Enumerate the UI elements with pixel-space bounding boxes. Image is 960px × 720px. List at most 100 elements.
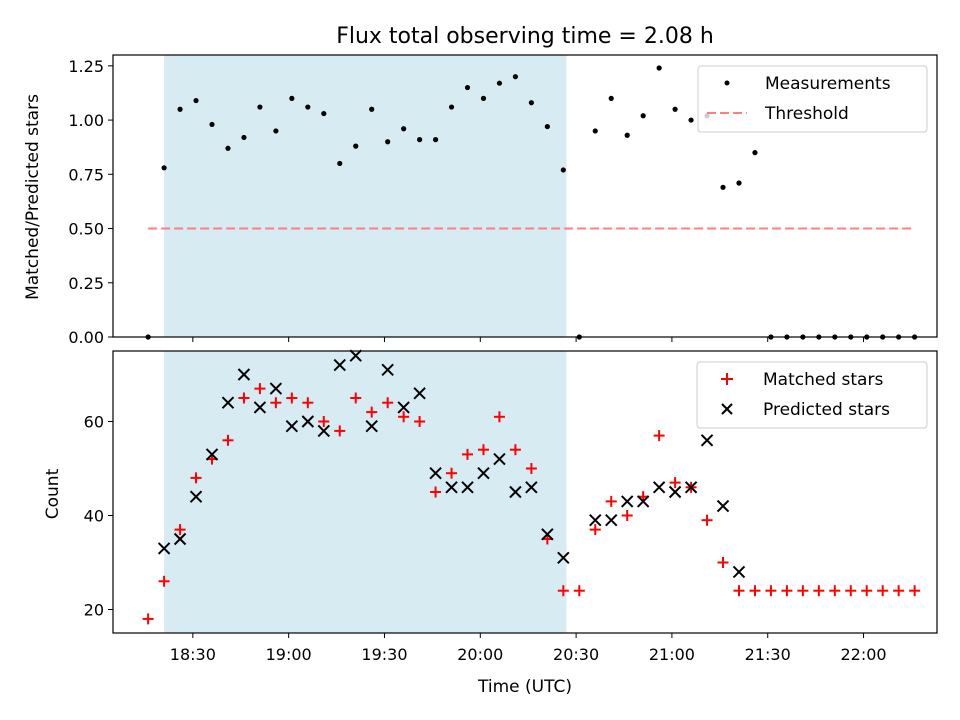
x-tick-label: 19:00	[266, 645, 312, 664]
matched-star-point	[334, 425, 346, 437]
measurement-point	[624, 132, 630, 138]
predicted-star-point	[221, 396, 235, 409]
predicted-star-point	[237, 368, 251, 381]
y-tick-label: 1.25	[68, 57, 104, 76]
predicted-star-point	[716, 499, 730, 513]
matched-star-point	[813, 585, 825, 597]
predicted-star-point	[397, 401, 410, 414]
bottom-panel: 20 40 60 18:30 19:00 19:30 20:00 20:30 21:00 21:3…	[84, 349, 938, 664]
predicted-star-point	[285, 419, 299, 433]
predicted-star-point	[189, 490, 203, 503]
measurement-point	[480, 95, 487, 101]
predicted-star-point	[461, 481, 474, 494]
measurement-point	[640, 113, 646, 119]
matched-star-point	[477, 444, 489, 456]
matched-star-point	[765, 585, 777, 597]
y-tick-label: 0.75	[68, 165, 104, 184]
x-tick-label: 18:30	[170, 645, 216, 664]
matched-star-point	[318, 416, 330, 427]
predicted-star-point	[525, 481, 538, 494]
predicted-star-point	[652, 481, 666, 494]
measurement-point	[353, 143, 359, 149]
measurement-point	[544, 123, 550, 130]
measurement-point	[241, 134, 247, 141]
matched-star-point	[653, 430, 665, 442]
legend-label-matched: Matched stars	[763, 370, 883, 390]
predicted-star-point	[349, 349, 362, 362]
predicted-star-point	[732, 565, 746, 579]
measurement-point	[401, 126, 407, 132]
measurement-point	[592, 128, 598, 134]
predicted-star-point	[589, 513, 602, 527]
bottom-ylabel: Count	[43, 468, 63, 519]
predicted-star-point	[509, 485, 522, 499]
legend-marker-matched	[721, 373, 733, 385]
matched-star-point	[350, 392, 362, 404]
measurement-point	[369, 106, 375, 112]
bottom-xlabel: Time (UTC)	[477, 677, 572, 697]
measurement-point	[161, 165, 167, 171]
predicted-star-point	[636, 495, 650, 508]
matched-star-point	[222, 434, 234, 446]
bottom-legend: Matched stars Predicted stars	[696, 361, 928, 429]
measurement-point	[273, 128, 279, 134]
matched-star-point	[909, 585, 921, 597]
predicted-star-point	[557, 551, 570, 565]
matched-star-point	[605, 495, 617, 507]
measurement-point	[560, 167, 566, 173]
measurement-point	[448, 104, 455, 110]
matched-star-point	[557, 585, 569, 597]
predicted-star-point	[445, 481, 458, 494]
measurement-point	[305, 104, 311, 110]
measurement-point	[720, 184, 726, 190]
predicted-star-point	[684, 481, 698, 494]
predicted-star-point	[605, 513, 618, 527]
measurement-point	[656, 65, 662, 71]
matched-star-point	[493, 411, 505, 423]
predicted-star-point	[253, 401, 267, 414]
predicted-star-point	[700, 434, 714, 447]
measurement-point	[496, 80, 503, 86]
matched-star-point	[861, 585, 873, 597]
plot-frame	[112, 54, 938, 338]
matched-star-point	[509, 444, 521, 456]
matched-star-point	[525, 463, 537, 474]
matched-star-point	[781, 585, 793, 597]
observing-interval-band	[164, 351, 567, 633]
matched-star-point	[621, 510, 633, 521]
top-legend-box	[697, 65, 928, 133]
predicted-star-point	[381, 363, 394, 377]
measurement-point	[193, 97, 199, 104]
x-tick-label: 21:00	[649, 645, 695, 664]
matched-star-point	[398, 411, 410, 423]
measurement-point	[417, 137, 423, 143]
matched-star-point	[446, 467, 458, 479]
measurement-point	[177, 106, 183, 112]
measurement-point	[688, 117, 694, 123]
predicted-star-point	[157, 542, 171, 555]
measurement-point	[209, 121, 215, 128]
matched-star-point	[589, 524, 601, 536]
matched-star-point	[286, 392, 298, 404]
matched-star-point	[845, 585, 857, 597]
matched-star-point	[366, 406, 378, 418]
matched-star-point	[238, 392, 250, 404]
bottom-legend-box	[696, 361, 928, 429]
measurement-point	[432, 137, 439, 143]
predicted-star-point	[493, 452, 506, 466]
matched-star-point	[462, 448, 474, 460]
matched-star-point	[701, 514, 713, 526]
y-tick-label: 0.25	[68, 274, 104, 293]
matched-star-point	[717, 557, 729, 568]
matched-star-point	[414, 416, 426, 427]
measurement-point	[337, 160, 343, 167]
predicted-star-point	[477, 466, 490, 480]
measurement-point	[385, 139, 391, 145]
predicted-star-point	[668, 485, 682, 499]
legend-marker-predicted	[721, 403, 733, 415]
measurement-point	[225, 145, 231, 151]
predicted-star-point	[317, 424, 330, 438]
legend-label-measurements: Measurements	[765, 74, 891, 94]
measurement-point	[321, 110, 327, 117]
